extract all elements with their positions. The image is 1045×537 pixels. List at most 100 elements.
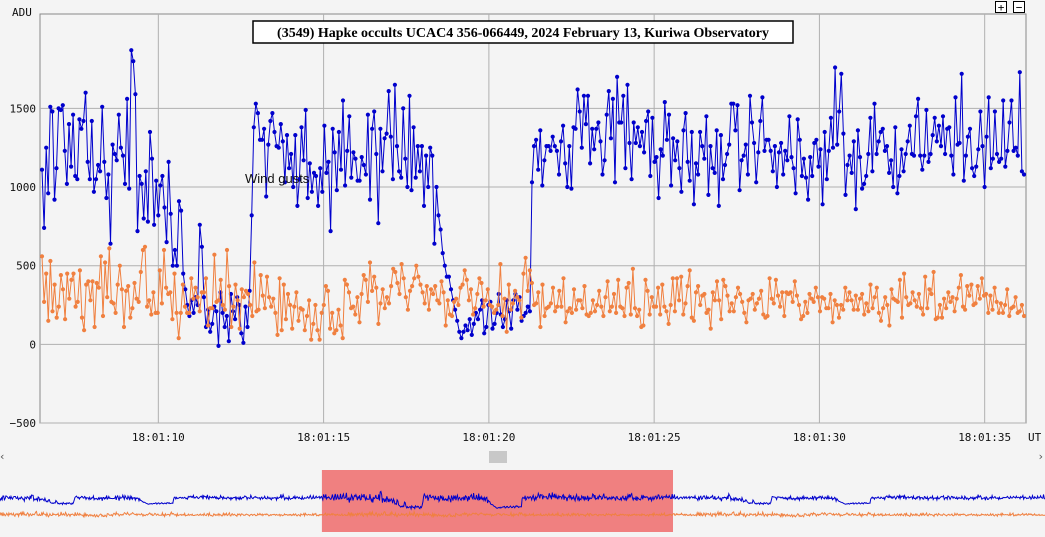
data-point <box>929 291 934 297</box>
data-point <box>264 274 270 279</box>
data-point <box>124 288 129 293</box>
data-point <box>930 133 935 138</box>
data-point <box>948 299 953 304</box>
data-point <box>969 282 974 287</box>
data-point <box>319 310 324 315</box>
data-point <box>828 115 834 120</box>
horizontal-scrollbar[interactable]: ‹ › <box>0 450 1045 464</box>
data-point <box>365 299 370 304</box>
data-point <box>278 122 283 127</box>
data-point <box>897 277 903 282</box>
data-point <box>626 280 631 286</box>
data-point <box>534 137 539 142</box>
data-point <box>706 192 711 197</box>
data-point <box>42 299 47 304</box>
data-point <box>923 274 928 279</box>
data-point <box>334 328 339 333</box>
data-point <box>424 284 429 289</box>
data-point <box>772 144 778 149</box>
data-point <box>191 310 196 315</box>
data-point <box>283 317 288 322</box>
data-point <box>343 183 348 188</box>
data-point <box>759 288 764 293</box>
data-point <box>583 122 589 127</box>
data-point <box>401 106 406 111</box>
data-point <box>870 169 875 174</box>
data-point <box>828 291 833 297</box>
data-point <box>420 290 425 295</box>
data-point <box>758 118 763 124</box>
data-point <box>107 246 112 251</box>
data-point <box>666 321 671 326</box>
scroll-thumb[interactable] <box>489 451 507 463</box>
data-point <box>949 153 954 158</box>
data-point <box>702 291 707 297</box>
data-point <box>102 159 107 164</box>
data-point <box>662 100 667 105</box>
data-point <box>1013 145 1018 150</box>
data-point <box>812 140 817 146</box>
zoom-out-button[interactable]: − <box>1013 1 1025 13</box>
overview-strip[interactable] <box>0 468 1045 534</box>
data-point <box>39 254 45 259</box>
data-point <box>296 318 301 323</box>
data-point <box>287 166 292 171</box>
data-point <box>796 302 802 308</box>
data-point <box>243 288 249 293</box>
data-point <box>432 241 437 246</box>
data-point <box>178 310 183 315</box>
data-point <box>792 279 797 284</box>
data-point <box>704 310 709 315</box>
data-point <box>872 295 877 300</box>
data-point <box>654 155 659 160</box>
data-point <box>592 147 597 152</box>
data-point <box>597 288 602 293</box>
data-point <box>485 287 490 292</box>
data-point <box>128 315 133 320</box>
scroll-left-arrow-icon[interactable]: ‹ <box>0 450 5 463</box>
data-point <box>624 285 629 290</box>
data-point <box>977 296 982 301</box>
data-point <box>295 203 300 208</box>
data-point <box>145 304 150 309</box>
data-point <box>436 213 441 218</box>
data-point <box>241 295 246 300</box>
data-point <box>658 312 663 317</box>
data-point <box>323 284 328 289</box>
data-point <box>477 276 482 281</box>
light-curve-chart[interactable]: 1500 1000 500 0 −500 18:01:10 18:01:15 18:01:20… <box>0 0 1045 450</box>
data-point <box>378 126 383 131</box>
data-point <box>958 273 964 278</box>
data-point <box>340 336 345 341</box>
data-point <box>224 313 229 319</box>
data-point <box>907 123 912 128</box>
data-point <box>779 140 784 146</box>
data-point <box>75 177 80 182</box>
data-point <box>939 315 945 320</box>
data-point <box>84 282 89 287</box>
data-point <box>706 307 711 312</box>
data-point <box>137 173 142 179</box>
data-point <box>976 147 981 152</box>
data-point <box>862 181 867 186</box>
data-point <box>330 310 335 315</box>
data-point <box>727 142 732 147</box>
data-point <box>75 299 80 304</box>
data-point <box>752 307 757 312</box>
data-point <box>610 96 616 101</box>
data-point <box>693 290 699 295</box>
data-point <box>301 158 306 163</box>
data-point <box>567 306 572 311</box>
data-point <box>641 323 646 328</box>
data-point <box>992 109 998 114</box>
data-point <box>571 287 577 292</box>
zoom-in-button[interactable]: + <box>995 1 1007 13</box>
data-point <box>767 276 772 281</box>
data-point <box>187 310 192 315</box>
data-point <box>62 148 67 153</box>
scroll-right-arrow-icon[interactable]: › <box>1038 450 1043 463</box>
overview-selection[interactable] <box>321 470 673 532</box>
data-point <box>921 312 926 317</box>
data-point <box>91 189 96 194</box>
data-point <box>297 177 302 182</box>
